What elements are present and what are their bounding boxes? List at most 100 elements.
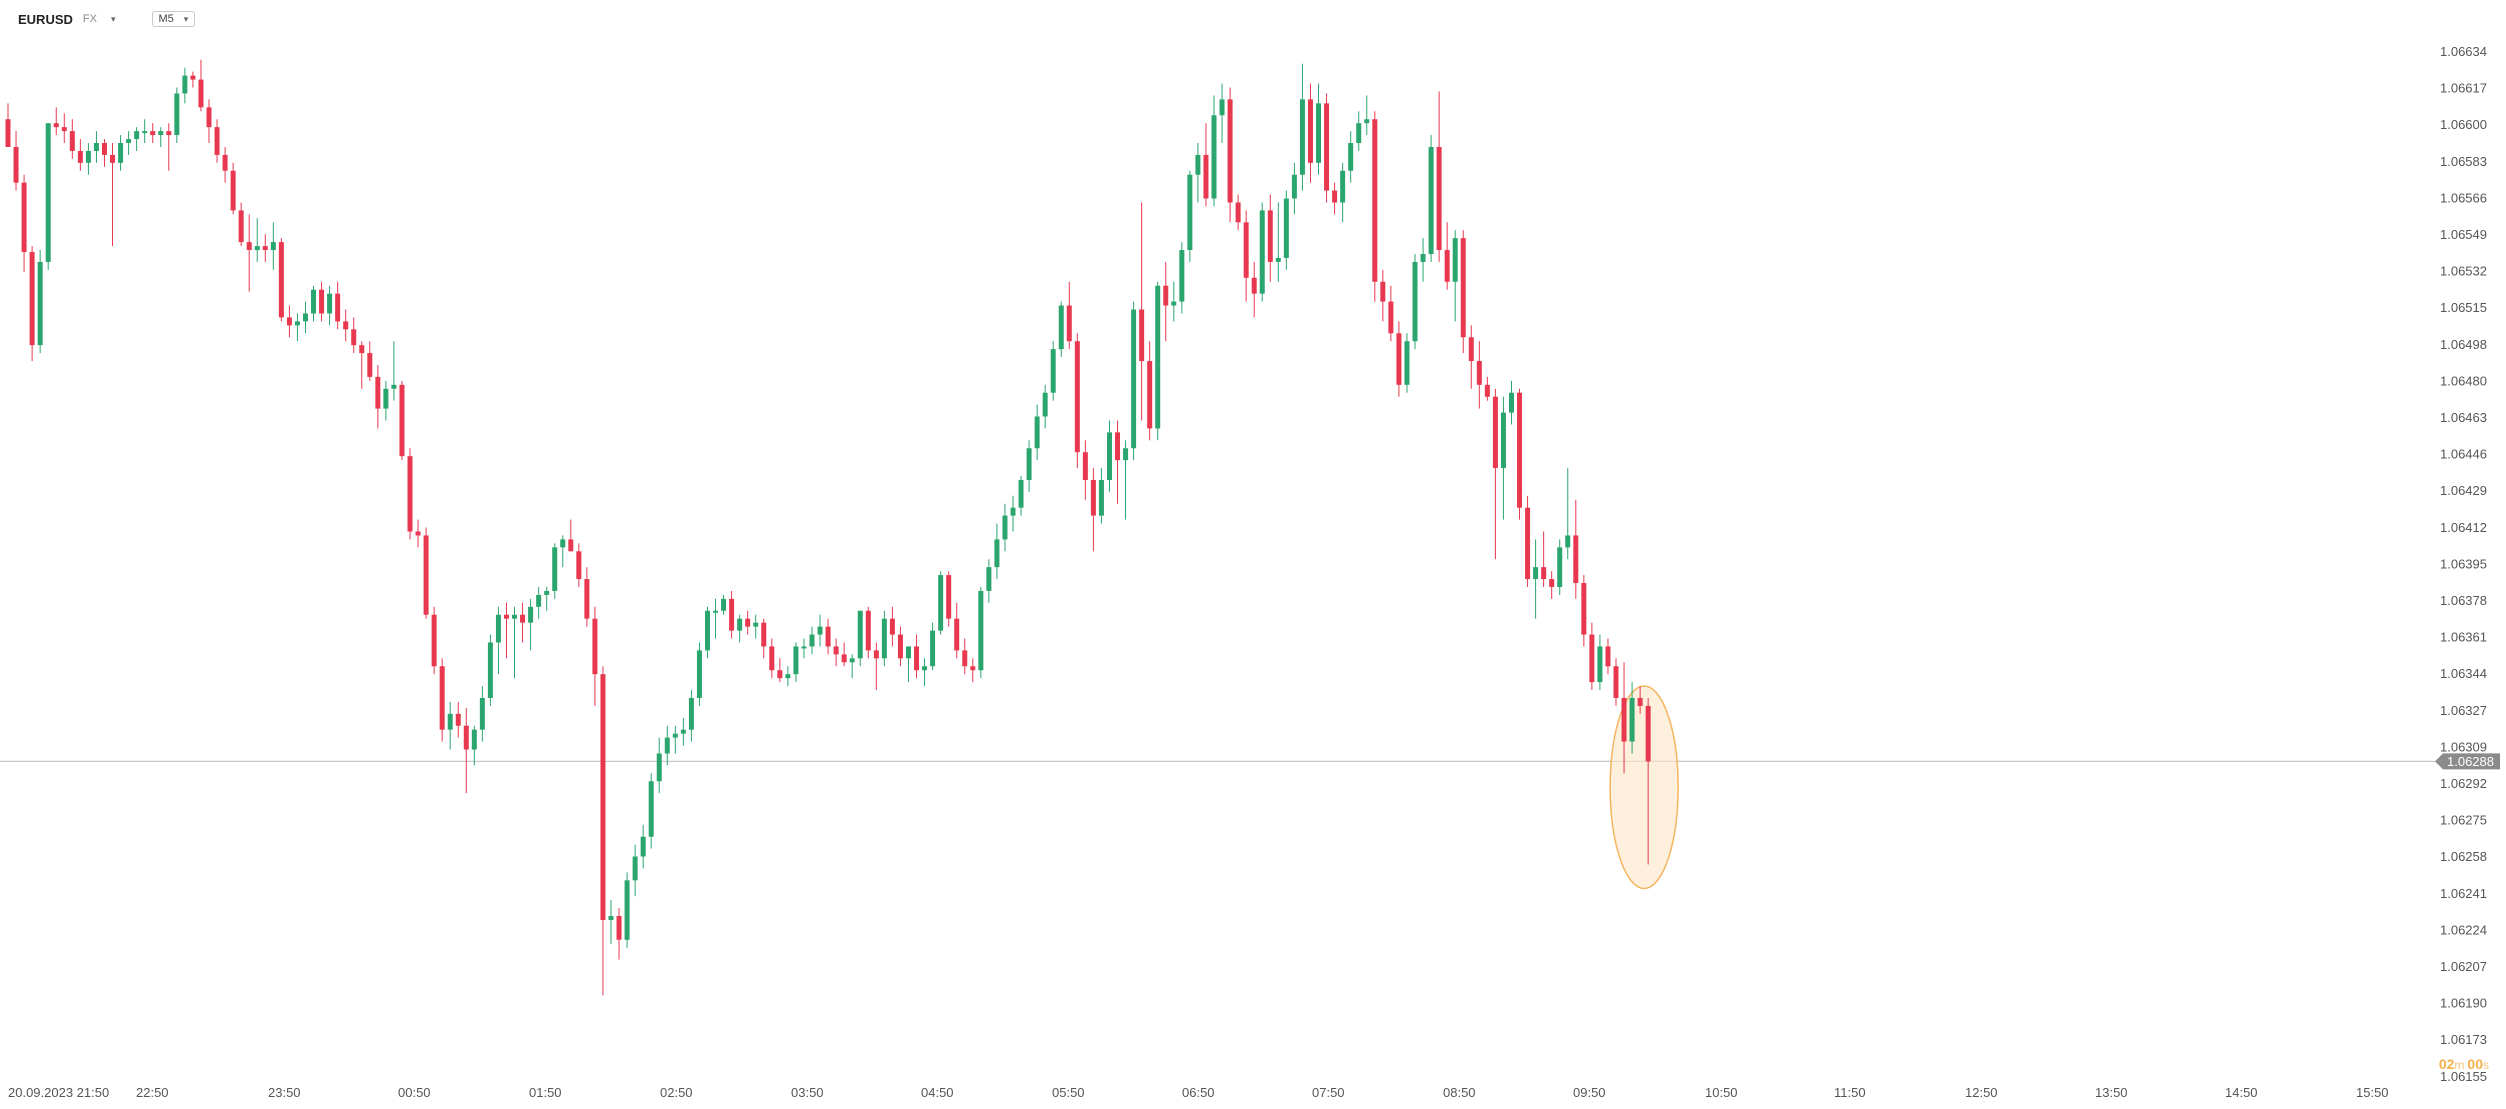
candle-body [1348,143,1354,171]
candle-body [166,131,172,136]
candle-body [311,289,317,314]
candle-body [1115,432,1121,461]
timeframe-select[interactable]: M5 ▾ [151,11,196,27]
candle-body [616,915,622,940]
candle [77,139,83,171]
x-tick-label: 12:50 [1965,1085,1998,1100]
candle [222,146,228,183]
candle-body [431,614,437,667]
candle-body [721,598,727,611]
y-tick-label: 1.06549 [2440,227,2487,242]
candle [101,139,107,167]
candle-body [809,634,815,647]
x-tick-label: 22:50 [136,1085,169,1100]
candle-body [230,170,236,211]
candle [1500,396,1506,520]
candle-body [1340,170,1346,203]
candle [1275,202,1281,282]
candle [262,234,268,262]
symbol-dropdown-chevron-down-icon[interactable]: ▾ [110,13,116,24]
candle-body [954,618,960,651]
y-tick-label: 1.06241 [2440,886,2487,901]
candle [1364,95,1370,136]
candle [1123,440,1129,520]
candle [1316,83,1322,175]
candle-body [1155,285,1161,429]
candle-body [1299,99,1305,175]
candle-body [745,618,751,627]
candle [1597,634,1603,691]
candle-body [994,539,1000,568]
candle-body [680,729,686,734]
candle [174,87,180,144]
candle-body [270,242,276,251]
candle [584,567,590,627]
candle [1179,242,1185,314]
candle [150,123,156,144]
candle-body [1573,535,1579,584]
candle [69,119,75,159]
candle [688,690,694,742]
candle [552,543,558,599]
y-tick-label: 1.06498 [2440,337,2487,352]
candle [1436,91,1442,262]
x-tick-label: 07:50 [1312,1085,1345,1100]
candle-body [1106,432,1112,480]
candle [737,614,743,643]
candle [1074,333,1080,469]
candle [1307,83,1313,183]
candle [1589,622,1595,691]
candle [1541,531,1547,587]
candle [278,238,284,322]
candle [351,317,357,354]
candle-body [1195,154,1201,175]
candle-body [978,590,984,671]
candle [616,908,622,960]
candle-body [640,836,646,857]
price-label-tag [2435,753,2500,770]
candle-body [343,321,349,330]
candle-body [624,880,630,940]
candle-body [1492,396,1498,469]
candle-body [769,646,775,671]
candle [1139,202,1145,421]
candle-body [375,376,381,409]
candle [1259,202,1265,302]
candle-body [238,210,244,243]
candle-body [930,630,936,667]
candle-body [1380,281,1386,302]
candle [1267,194,1273,282]
candle [1227,87,1233,223]
candle [53,107,59,136]
candle-body [1420,254,1426,262]
candle-body [150,131,156,136]
candle-body [1372,119,1378,282]
candle [1082,440,1088,500]
candle-body [1364,119,1370,124]
candle-body [865,610,871,651]
candle [1428,135,1434,262]
candle [1356,111,1362,151]
candle [1042,384,1048,429]
candle [656,737,662,794]
candle-body [608,915,614,920]
candle [495,606,501,675]
candle-body [841,654,847,663]
candle-body [1444,250,1450,282]
candle [696,642,702,706]
candle [1340,162,1346,223]
candle [399,380,405,461]
timer-minutes: 02 [2438,1056,2455,1072]
candle [1299,63,1305,191]
candle [1452,230,1458,322]
x-tick-label: 10:50 [1705,1085,1738,1100]
price-label-text: 1.06288 [2447,754,2494,769]
candle [713,598,719,639]
candle-body [1404,341,1410,385]
candle-body [922,666,928,671]
symbol-name[interactable]: EURUSD [18,11,73,27]
candle-body [704,610,710,651]
timer-seconds-unit: s [2483,1058,2489,1072]
candle [45,123,51,270]
